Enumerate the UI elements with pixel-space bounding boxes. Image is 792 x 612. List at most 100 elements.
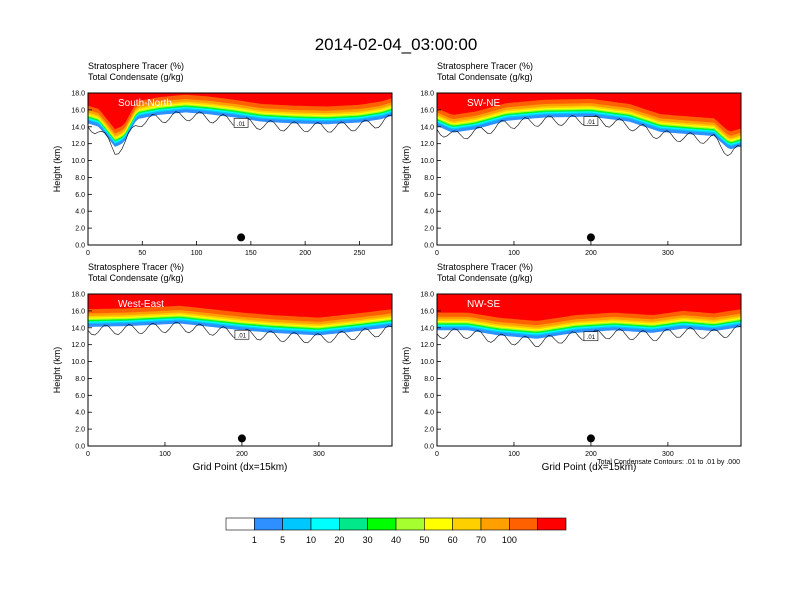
y-tick-label: 4.0 — [75, 209, 85, 216]
x-tick-label: 200 — [236, 451, 248, 458]
y-tick-label: 12.0 — [71, 342, 85, 349]
panel-nw-se: Stratosphere Tracer (%) Total Condensate … — [401, 262, 742, 473]
x-tick-label: 300 — [313, 451, 325, 458]
location-marker — [237, 434, 246, 443]
y-tick-label: 16.0 — [71, 308, 85, 315]
colorbar-swatch — [339, 517, 368, 531]
cross-section-label: SW-NE — [467, 98, 500, 109]
cross-section-label: NW-SE — [467, 299, 500, 310]
plot-frame — [87, 92, 393, 246]
colorbar-swatch — [480, 517, 510, 531]
y-tick-label: 18.0 — [71, 91, 85, 98]
panel-header-condensate: Total Condensate (g/kg) — [88, 273, 184, 283]
x-tick-label: 250 — [354, 250, 366, 257]
x-tick-label: 200 — [585, 250, 597, 257]
colorbar-swatch — [424, 517, 453, 531]
colorbar-label: 5 — [280, 535, 285, 545]
y-tick-label: 12.0 — [71, 141, 85, 148]
x-tick-label: 0 — [86, 451, 90, 458]
panel-header-tracer: Stratosphere Tracer (%) — [88, 61, 184, 71]
y-tick-label: 10.0 — [420, 359, 434, 366]
y-tick-label: 16.0 — [420, 107, 434, 114]
colorbar: 1 5 10 20 30 40 50 60 70 100 — [225, 517, 567, 545]
colorbar-swatch — [367, 517, 397, 531]
panel-south-north: Stratosphere Tracer (%)Total Condensate … — [52, 61, 393, 257]
location-marker — [586, 434, 595, 443]
y-axis-label: Height (km) — [52, 347, 62, 394]
y-tick-label: 14.0 — [71, 124, 85, 131]
x-tick-label: 300 — [662, 451, 674, 458]
colorbar-label: 100 — [502, 535, 517, 545]
contour-label-box — [233, 118, 249, 128]
contour-label: .01 — [587, 120, 596, 126]
x-tick-label: 100 — [508, 250, 520, 257]
y-tick-label: 12.0 — [420, 342, 434, 349]
colorbar-swatch — [254, 517, 283, 531]
y-tick-label: 18.0 — [420, 91, 434, 98]
y-tick-label: 4.0 — [424, 410, 434, 417]
y-tick-label: 14.0 — [71, 325, 85, 332]
y-tick-label: 16.0 — [71, 107, 85, 114]
y-tick-label: 2.0 — [424, 427, 434, 434]
y-tick-label: 14.0 — [420, 325, 434, 332]
y-tick-label: 4.0 — [75, 410, 85, 417]
colorbar-label: 20 — [334, 535, 344, 545]
y-tick-label: 8.0 — [424, 376, 434, 383]
contour-label-box — [583, 116, 599, 126]
x-tick-label: 100 — [191, 250, 203, 257]
x-tick-label: 200 — [299, 250, 311, 257]
colorbar-swatch — [225, 517, 255, 531]
y-tick-label: 6.0 — [424, 393, 434, 400]
plot-frame — [436, 92, 742, 246]
y-tick-label: 10.0 — [420, 158, 434, 165]
y-axis-label: Height (km) — [401, 347, 411, 394]
panel-header-tracer: Stratosphere Tracer (%) — [88, 262, 184, 272]
tracer-band-11 — [437, 93, 741, 132]
colorbar-label: 50 — [419, 535, 429, 545]
location-marker — [237, 233, 246, 242]
contour-label: .01 — [587, 335, 596, 341]
colorbar-label: 10 — [306, 535, 316, 545]
y-tick-label: 0.0 — [424, 444, 434, 451]
contour-footnote: Total Condensate Contours: .01 to .01 by… — [597, 459, 740, 466]
contour-label-box — [583, 331, 599, 342]
colorbar-label: 60 — [448, 535, 458, 545]
tracer-field — [437, 294, 741, 348]
y-tick-label: 16.0 — [420, 308, 434, 315]
panel-header-tracer: Stratosphere Tracer (%) — [437, 262, 533, 272]
tracer-band-11 — [88, 93, 392, 130]
y-tick-label: 4.0 — [424, 209, 434, 216]
y-tick-label: 18.0 — [420, 292, 434, 299]
tracer-field — [88, 93, 392, 155]
colorbar-swatch — [395, 517, 425, 531]
y-tick-label: 8.0 — [424, 175, 434, 182]
x-tick-label: 100 — [508, 451, 520, 458]
x-tick-label: 0 — [435, 250, 439, 257]
y-axis-label: Height (km) — [52, 146, 62, 193]
x-tick-label: 0 — [86, 250, 90, 257]
colorbar-swatch — [509, 517, 538, 531]
panel-header-condensate: Total Condensate (g/kg) — [88, 72, 184, 82]
x-tick-label: 150 — [245, 250, 257, 257]
colorbar-label: 40 — [391, 535, 401, 545]
y-axis-label: Height (km) — [401, 146, 411, 193]
x-tick-label: 200 — [585, 451, 597, 458]
panel-sw-ne: Stratosphere Tracer (%)Total Condensate … — [401, 61, 742, 257]
x-tick-label: 300 — [662, 250, 674, 257]
plot-frame — [436, 293, 742, 447]
contour-label: .01 — [237, 122, 246, 128]
y-tick-label: 14.0 — [420, 124, 434, 131]
y-tick-label: 10.0 — [71, 158, 85, 165]
y-tick-label: 6.0 — [75, 192, 85, 199]
y-tick-label: 0.0 — [424, 243, 434, 250]
tracer-band-11 — [88, 294, 392, 318]
y-tick-label: 2.0 — [75, 427, 85, 434]
colorbar-label: 30 — [363, 535, 373, 545]
y-tick-label: 18.0 — [71, 292, 85, 299]
figure-title: 2014-02-04_03:00:00 — [315, 35, 478, 54]
colorbar-label: 1 — [252, 535, 257, 545]
contour-label-box — [234, 329, 250, 340]
x-axis-label: Grid Point (dx=15km) — [542, 462, 637, 473]
y-tick-label: 8.0 — [75, 175, 85, 182]
y-tick-label: 8.0 — [75, 376, 85, 383]
